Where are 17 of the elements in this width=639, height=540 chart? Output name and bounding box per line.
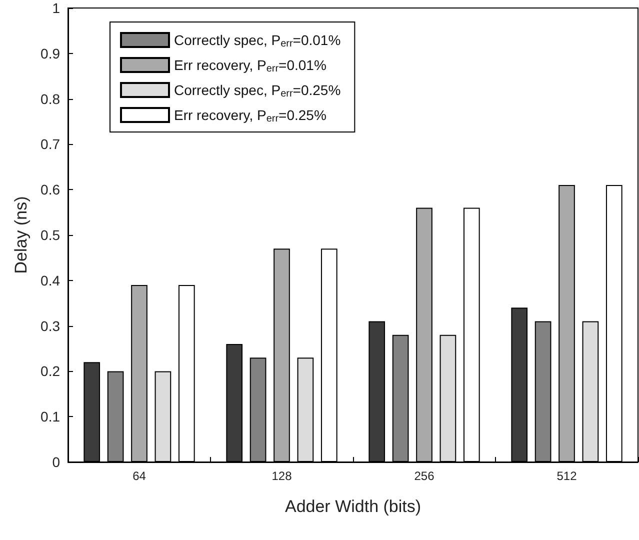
y-tick-label: 0.5 bbox=[40, 227, 60, 243]
x-tick-label: 64 bbox=[132, 469, 146, 483]
x-tick-label: 512 bbox=[556, 469, 578, 483]
x-axis-title: Adder Width (bits) bbox=[284, 497, 422, 516]
y-tick-label: 0.2 bbox=[40, 363, 60, 380]
x-tick-label: 256 bbox=[414, 469, 435, 483]
y-tick-label: 0 bbox=[52, 454, 60, 470]
y-tick-label: 0.6 bbox=[40, 182, 60, 198]
y-tick-label: 0.9 bbox=[40, 45, 60, 62]
y-tick-label: 0.4 bbox=[40, 272, 60, 288]
y-tick-label: 0.3 bbox=[40, 318, 60, 334]
y-tick-label: 1 bbox=[52, 0, 60, 16]
y-axis-title: Delay (ns) bbox=[12, 196, 31, 274]
y-tick-label: 0.1 bbox=[40, 408, 60, 425]
y-tick-label: 0.8 bbox=[40, 90, 60, 107]
x-tick-label: 128 bbox=[272, 469, 292, 483]
y-tick-label: 0.7 bbox=[40, 136, 60, 152]
